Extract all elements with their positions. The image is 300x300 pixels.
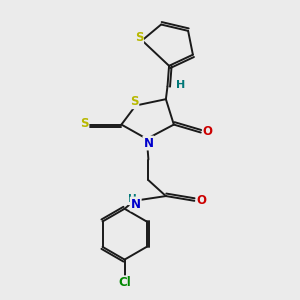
Text: N: N (131, 197, 141, 211)
Text: S: S (135, 32, 143, 44)
Text: S: S (80, 118, 88, 130)
Text: N: N (143, 136, 153, 149)
Text: O: O (196, 194, 206, 207)
Text: S: S (130, 95, 138, 108)
Text: O: O (203, 125, 213, 138)
Text: Cl: Cl (118, 276, 131, 289)
Text: H: H (176, 80, 185, 90)
Text: H: H (128, 194, 137, 204)
